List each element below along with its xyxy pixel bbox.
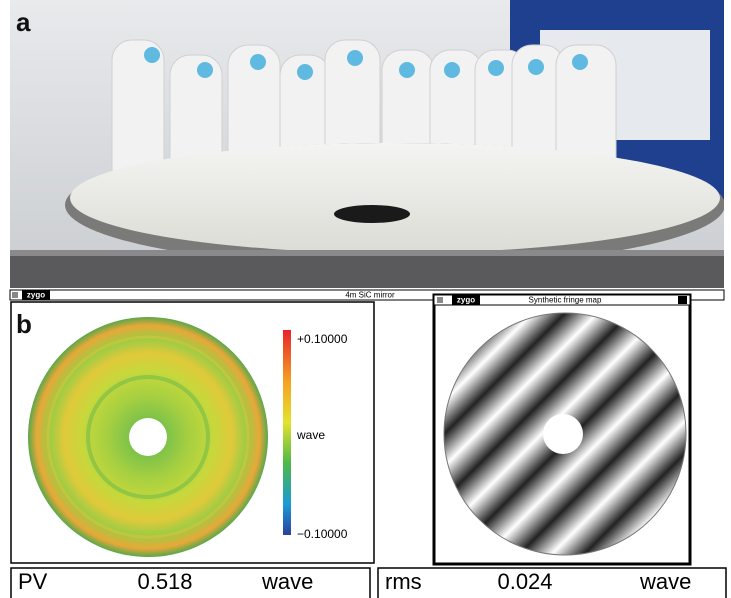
logo: zygo [27,291,45,300]
stat-name: rms [385,569,422,594]
colorbar-min: −0.10000 [297,527,348,541]
window-button[interactable] [678,296,687,304]
stat-unit: wave [639,569,691,594]
colorbar [283,330,291,535]
figure: a zygo 4m SiC mirror b +0.10000 wave −0.… [0,0,731,598]
stat-unit: wave [261,569,313,594]
stat-name: PV [18,569,48,594]
panel-label: a [16,7,31,37]
panel-label: b [16,309,32,339]
stat-value: 0.024 [497,569,552,594]
center-hole [543,414,583,454]
window-icon [437,297,443,303]
center-hole [129,418,167,456]
window-title: Synthetic fringe map [529,296,602,305]
window-title: 4m SiC mirror [345,291,395,300]
colorbar-unit: wave [296,428,325,442]
stat-value: 0.518 [137,569,192,594]
photo [10,0,725,288]
window-icon [12,292,18,298]
colorbar-max: +0.10000 [297,332,348,346]
logo: zygo [457,296,475,305]
